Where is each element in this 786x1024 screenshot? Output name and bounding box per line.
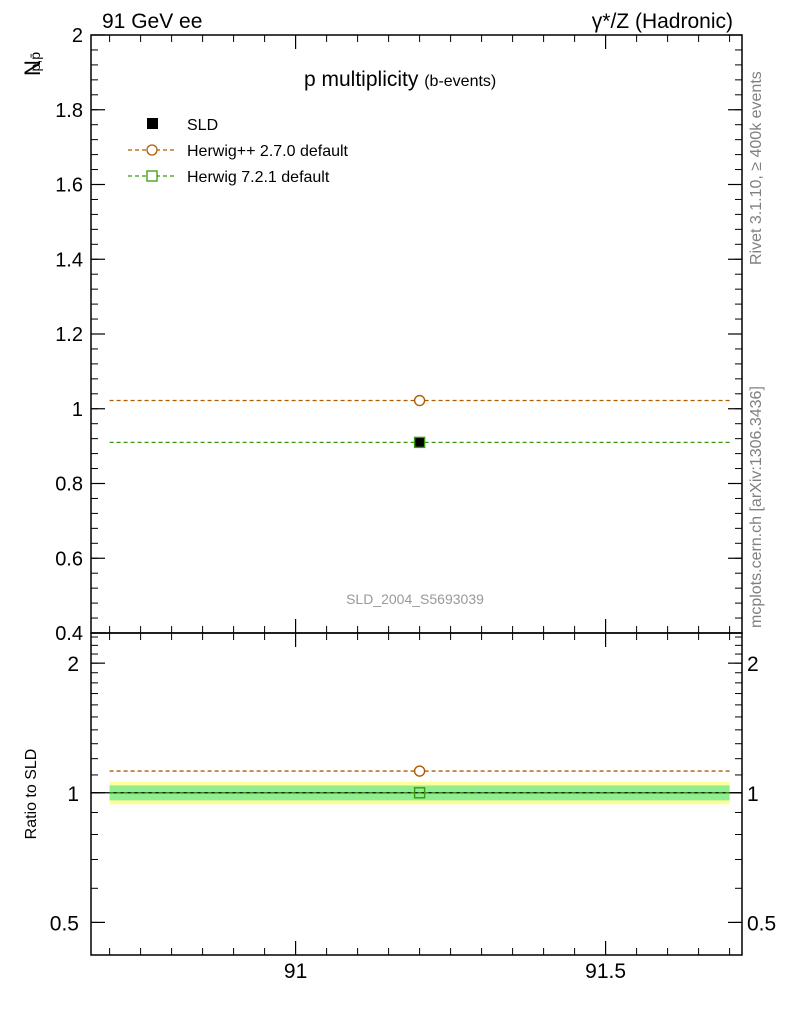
x-tick-label: 91: [284, 960, 307, 983]
ratio-plot-marks: [109, 765, 730, 799]
main-y-tick-label: 0.4: [55, 623, 83, 645]
main-y-tick-label: 1.8: [55, 100, 83, 122]
main-y-tick-label: 1: [72, 399, 83, 421]
ratio-plot-frame: [90, 632, 743, 956]
header-left: 91 GeV ee: [102, 10, 202, 33]
main-ylabel-subscript: p,p̄: [27, 52, 43, 72]
main-y-tick-label: 0.6: [55, 548, 83, 570]
main-ylabel: N p,p̄: [20, 52, 45, 76]
rivet-label: Rivet 3.1.10, ≥ 400k events: [748, 71, 765, 265]
main-plot-marks: [109, 394, 730, 449]
ratio-y-ticks: 0.5 0.5 1 1 2 2: [50, 636, 776, 935]
svg-text:p,p̄: p,p̄: [27, 52, 43, 72]
main-herwigpp-point: [413, 394, 426, 407]
main-y-ticks: 0.4 0.6 0.8 1 1.2 1.4 1.6 1.8 2: [55, 25, 742, 645]
x-ticks: 91 91.5: [109, 35, 731, 983]
ratio-ylabel: Ratio to SLD: [23, 749, 40, 840]
ratio-y-tick-label-left: 2: [67, 653, 79, 676]
main-title: p multiplicity (b-events): [304, 68, 496, 91]
legend-herwigpp-marker: [146, 144, 158, 156]
main-y-tick-label: 1.4: [55, 249, 83, 271]
main-y-tick-label: 1.2: [55, 324, 83, 346]
legend-sld-label: SLD: [187, 117, 218, 134]
ratio-y-tick-label-left: 0.5: [50, 912, 79, 935]
ratio-y-tick-label-right: 1: [747, 783, 759, 806]
ratio-y-tick-label-left: 1: [67, 783, 79, 806]
legend-herwigpp-label: Herwig++ 2.7.0 default: [187, 143, 349, 160]
svg-text:N: N: [20, 60, 45, 76]
main-ylabel-text: N: [20, 60, 45, 76]
main-y-tick-label: 0.8: [55, 474, 83, 496]
ratio-y-tick-label-right: 0.5: [747, 912, 776, 935]
main-y-tick-label: 1.6: [55, 175, 83, 197]
legend-herwig7-label: Herwig 7.2.1 default: [187, 169, 330, 186]
x-tick-label: 91.5: [585, 960, 626, 983]
main-sld-point: [414, 437, 425, 448]
legend-sld-marker: [147, 118, 158, 129]
main-herwig7-point: [413, 436, 426, 449]
header-right: γ*/Z (Hadronic): [592, 10, 733, 33]
ratio-y-tick-label-right: 2: [747, 653, 759, 676]
legend-herwig7-marker: [146, 170, 158, 182]
mcplots-label: mcplots.cern.ch [arXiv:1306.3436]: [748, 386, 765, 628]
legend: SLD Herwig++ 2.7.0 default Herwig 7.2.1 …: [128, 117, 349, 186]
main-y-tick-label: 2: [72, 25, 83, 47]
main-title-text: p multiplicity: [304, 68, 419, 91]
analysis-label: SLD_2004_S5693039: [346, 591, 484, 607]
ratio-herwig7-point: [413, 787, 426, 799]
main-title-sub: (b-events): [424, 73, 496, 90]
ratio-herwigpp-point: [413, 765, 426, 777]
